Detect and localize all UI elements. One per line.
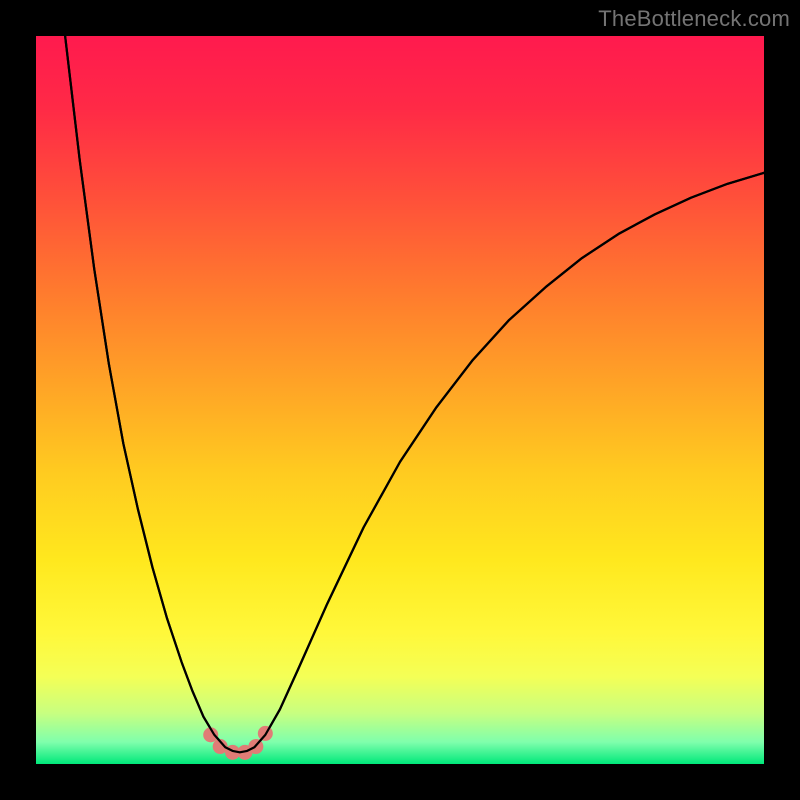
- bottom-marker-group: [203, 726, 273, 760]
- bottleneck-curve: [65, 36, 764, 752]
- bottleneck-curve: [65, 36, 764, 752]
- plot-area: [36, 36, 764, 764]
- watermark-text: TheBottleneck.com: [598, 6, 790, 32]
- chart-container: TheBottleneck.com: [0, 0, 800, 800]
- plot-svg: [36, 36, 764, 764]
